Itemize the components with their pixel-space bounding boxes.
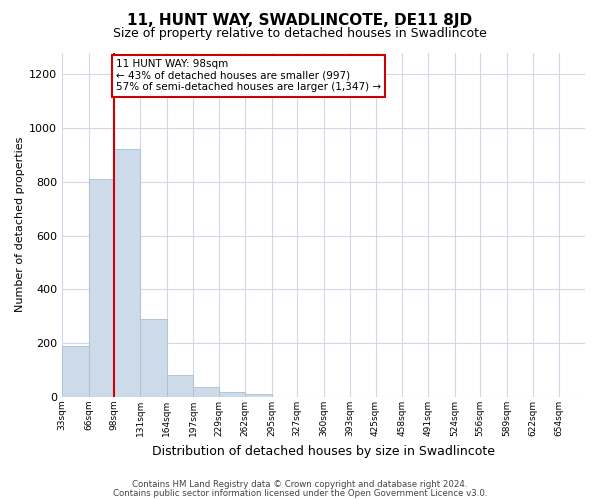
Y-axis label: Number of detached properties: Number of detached properties <box>15 137 25 312</box>
Bar <box>245 394 272 397</box>
Text: Contains public sector information licensed under the Open Government Licence v3: Contains public sector information licen… <box>113 488 487 498</box>
Text: 11, HUNT WAY, SWADLINCOTE, DE11 8JD: 11, HUNT WAY, SWADLINCOTE, DE11 8JD <box>127 12 473 28</box>
Bar <box>62 346 89 397</box>
Bar <box>219 392 245 397</box>
Bar <box>140 319 167 397</box>
Bar <box>193 387 219 397</box>
Text: Size of property relative to detached houses in Swadlincote: Size of property relative to detached ho… <box>113 28 487 40</box>
Bar <box>89 179 114 397</box>
Text: Contains HM Land Registry data © Crown copyright and database right 2024.: Contains HM Land Registry data © Crown c… <box>132 480 468 489</box>
Text: 11 HUNT WAY: 98sqm
← 43% of detached houses are smaller (997)
57% of semi-detach: 11 HUNT WAY: 98sqm ← 43% of detached hou… <box>116 59 381 92</box>
Bar <box>114 150 140 397</box>
X-axis label: Distribution of detached houses by size in Swadlincote: Distribution of detached houses by size … <box>152 444 495 458</box>
Bar <box>167 375 193 397</box>
